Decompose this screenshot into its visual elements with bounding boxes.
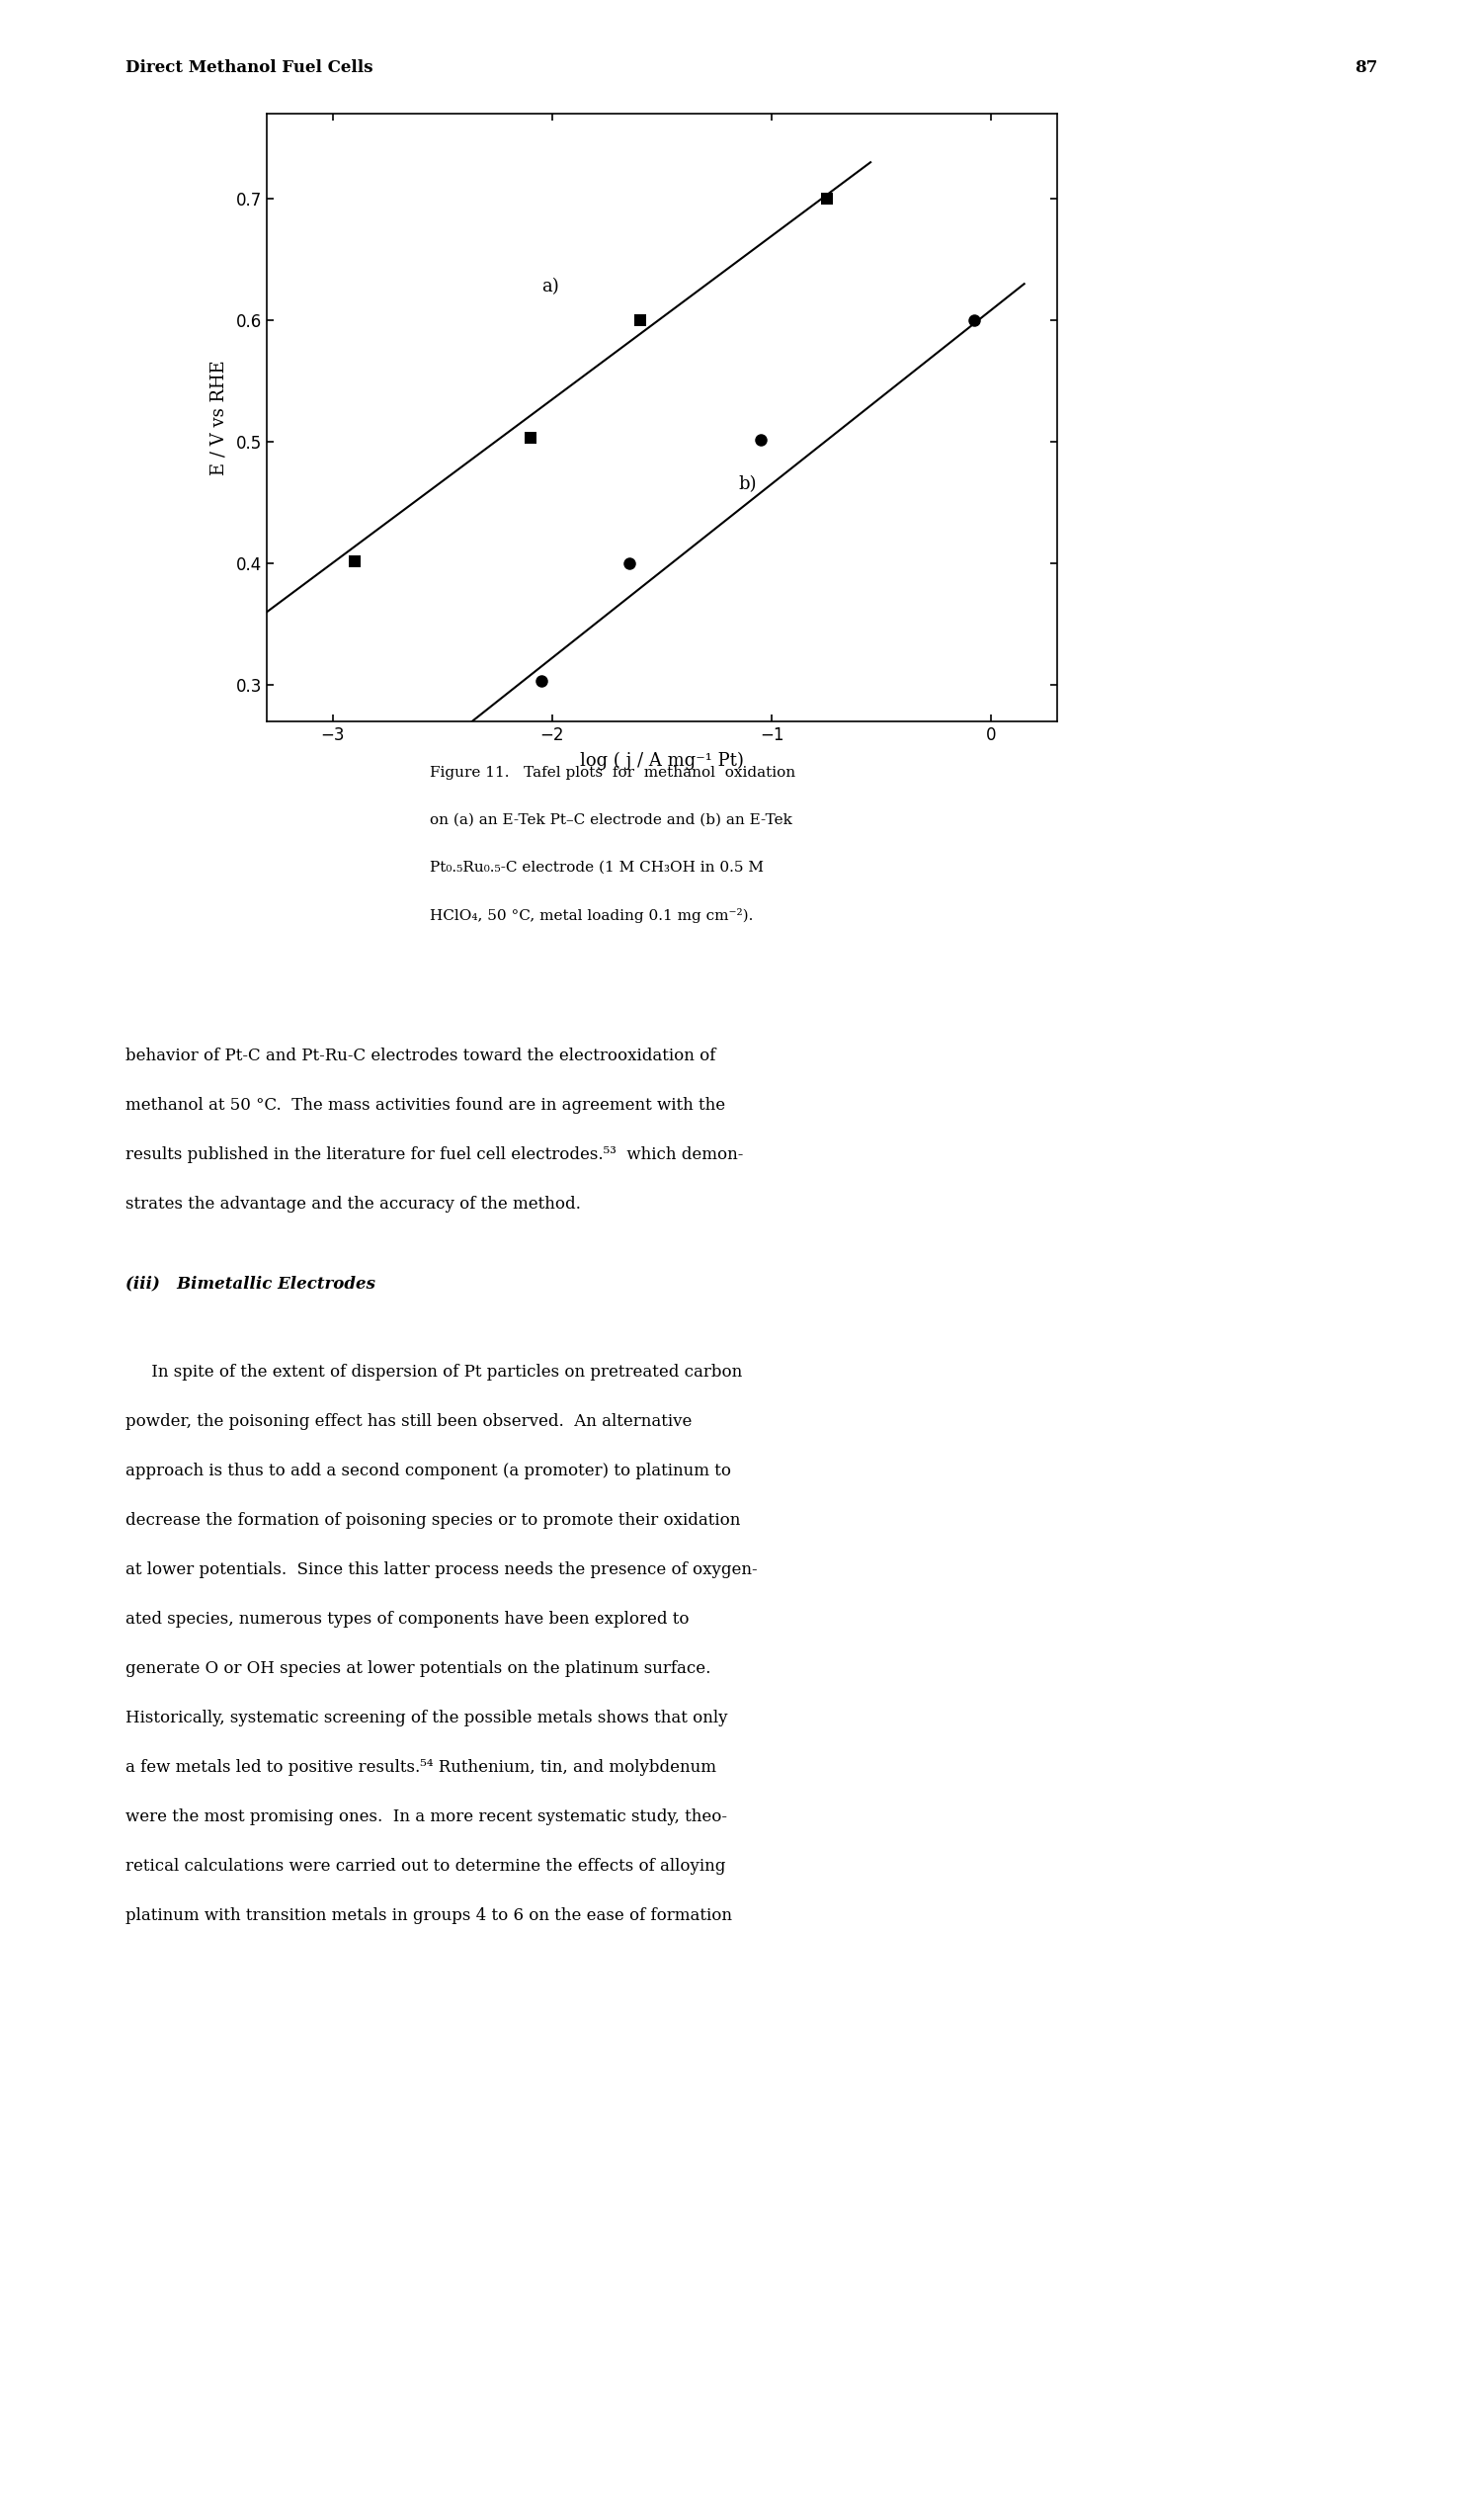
Text: decrease the formation of poisoning species or to promote their oxidation: decrease the formation of poisoning spec… (126, 1512, 740, 1530)
Text: Figure 11.   Tafel plots  for  methanol  oxidation: Figure 11. Tafel plots for methanol oxid… (429, 766, 795, 779)
Text: Direct Methanol Fuel Cells: Direct Methanol Fuel Cells (126, 60, 373, 76)
Text: behavior of Pt-C and Pt-Ru-C electrodes toward the electrooxidation of: behavior of Pt-C and Pt-Ru-C electrodes … (126, 1048, 717, 1063)
Text: 87: 87 (1354, 60, 1377, 76)
Text: b): b) (739, 476, 757, 494)
Text: (iii)   Bimetallic Electrodes: (iii) Bimetallic Electrodes (126, 1275, 376, 1293)
Text: retical calculations were carried out to determine the effects of alloying: retical calculations were carried out to… (126, 1857, 726, 1875)
Text: HClO₄, 50 °C, metal loading 0.1 mg cm⁻²).: HClO₄, 50 °C, metal loading 0.1 mg cm⁻²)… (429, 907, 752, 922)
Point (628, 300, 652, 340)
Point (342, 542, 366, 582)
Text: ated species, numerous types of components have been explored to: ated species, numerous types of componen… (126, 1610, 690, 1628)
Text: In spite of the extent of dispersion of Pt particles on pretreated carbon: In spite of the extent of dispersion of … (126, 1363, 742, 1381)
Text: a few metals led to positive results.⁵⁴ Ruthenium, tin, and molybdenum: a few metals led to positive results.⁵⁴ … (126, 1759, 717, 1777)
Text: approach is thus to add a second component (a promoter) to platinum to: approach is thus to add a second compone… (126, 1462, 732, 1479)
Point (529, 660, 552, 701)
Text: were the most promising ones.  In a more recent systematic study, theo-: were the most promising ones. In a more … (126, 1809, 727, 1824)
Point (618, 544, 641, 585)
Point (749, 418, 773, 459)
X-axis label: log ( j / A mg⁻¹ Pt): log ( j / A mg⁻¹ Pt) (581, 753, 743, 771)
Text: Pt₀.₅Ru₀.₅-C electrode (1 M CH₃OH in 0.5 M: Pt₀.₅Ru₀.₅-C electrode (1 M CH₃OH in 0.5… (429, 862, 763, 874)
Text: platinum with transition metals in groups 4 to 6 on the ease of formation: platinum with transition metals in group… (126, 1908, 733, 1925)
Point (961, 300, 985, 340)
Text: Historically, systematic screening of the possible metals shows that only: Historically, systematic screening of th… (126, 1709, 729, 1726)
Text: powder, the poisoning effect has still been observed.  An alternative: powder, the poisoning effect has still b… (126, 1414, 693, 1429)
Y-axis label: E / V vs RHE: E / V vs RHE (210, 360, 228, 476)
Text: strates the advantage and the accuracy of the method.: strates the advantage and the accuracy o… (126, 1197, 581, 1212)
Point (518, 418, 542, 459)
Text: generate O or OH species at lower potentials on the platinum surface.: generate O or OH species at lower potent… (126, 1661, 711, 1676)
Point (815, 179, 838, 219)
Text: on (a) an E-Tek Pt–C electrode and (b) an E-Tek: on (a) an E-Tek Pt–C electrode and (b) a… (429, 814, 792, 827)
Text: at lower potentials.  Since this latter process needs the presence of oxygen-: at lower potentials. Since this latter p… (126, 1562, 758, 1578)
Text: methanol at 50 °C.  The mass activities found are in agreement with the: methanol at 50 °C. The mass activities f… (126, 1096, 726, 1114)
Text: a): a) (541, 277, 558, 295)
Text: results published in the literature for fuel cell electrodes.⁵³  which demon-: results published in the literature for … (126, 1147, 743, 1164)
